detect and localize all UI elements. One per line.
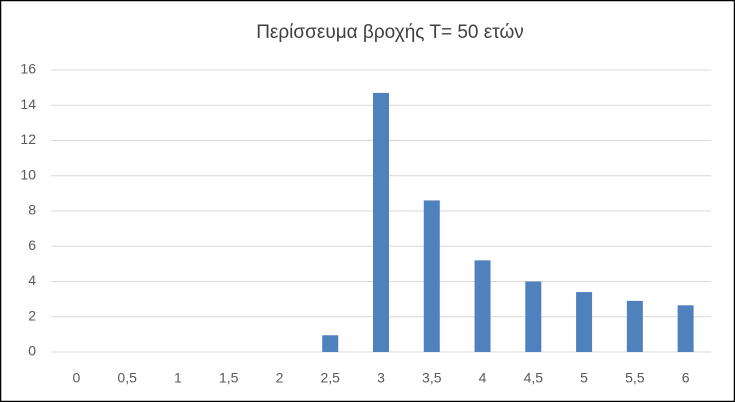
x-tick-label: 5 xyxy=(580,370,588,386)
bar xyxy=(322,335,339,352)
bar xyxy=(677,305,694,352)
x-tick-label: 2,5 xyxy=(320,370,340,386)
y-tick-label: 16 xyxy=(20,61,36,77)
y-tick-label: 2 xyxy=(28,307,36,323)
x-tick-label: 0,5 xyxy=(117,370,137,386)
y-tick-label: 6 xyxy=(28,237,36,253)
bar xyxy=(423,200,440,352)
x-tick-label: 2 xyxy=(276,370,284,386)
bar xyxy=(525,281,542,352)
bar xyxy=(373,92,389,352)
x-tick-label: 1 xyxy=(174,370,182,386)
x-tick-label: 5,5 xyxy=(625,370,645,386)
bar xyxy=(626,300,643,352)
x-tick-label: 3 xyxy=(377,370,385,386)
y-tick-label: 8 xyxy=(28,202,36,218)
x-tick-label: 0 xyxy=(72,370,80,386)
bar xyxy=(474,260,491,352)
y-tick-label: 10 xyxy=(20,166,36,182)
chart-title: Περίσσευμα βροχής Τ= 50 ετών xyxy=(256,22,524,43)
y-tick-label: 4 xyxy=(28,272,36,288)
y-tick-label: 0 xyxy=(28,343,36,359)
x-tick-label: 4 xyxy=(479,370,487,386)
x-tick-label: 4,5 xyxy=(524,370,544,386)
x-tick-label: 1,5 xyxy=(219,370,239,386)
y-tick-label: 12 xyxy=(20,131,36,147)
x-tick-label: 6 xyxy=(682,370,690,386)
x-tick-label: 3,5 xyxy=(422,370,442,386)
bar xyxy=(576,292,593,352)
y-tick-label: 14 xyxy=(20,96,36,112)
